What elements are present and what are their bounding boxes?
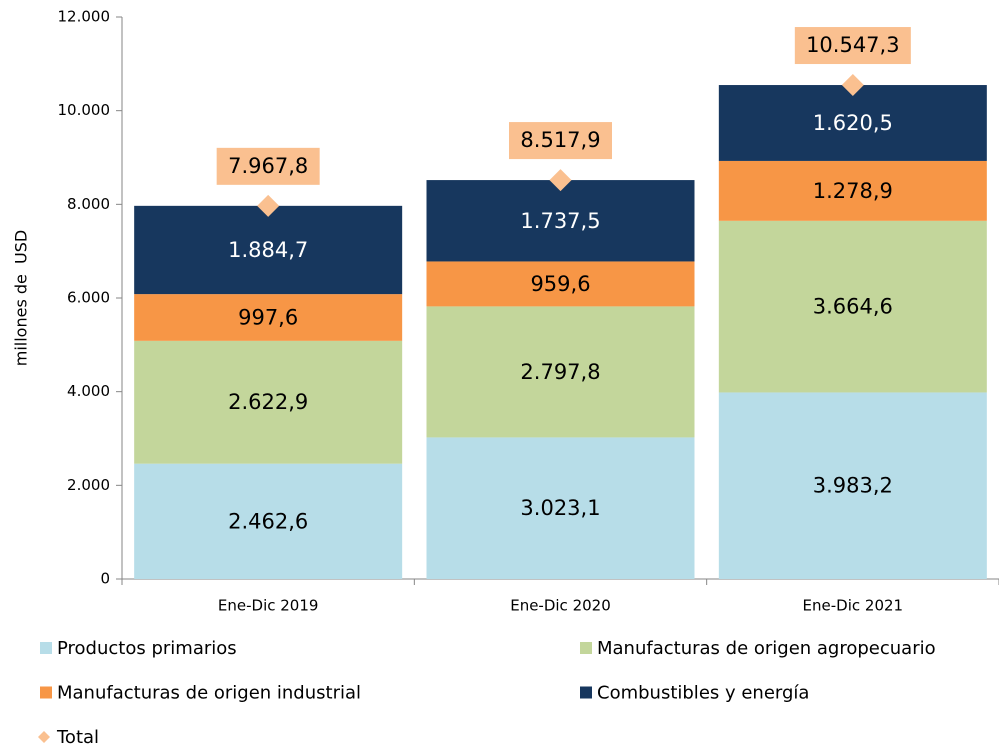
legend-swatch: [580, 642, 592, 654]
y-tick-label: 4.000: [67, 382, 110, 400]
y-tick-label: 0: [100, 570, 110, 588]
bar-segment: [426, 261, 695, 307]
bar-label: 1.620,5: [813, 111, 893, 135]
x-tick-label: Ene-Dic 2019: [218, 597, 319, 615]
total-label-box: [509, 122, 612, 160]
bar-label: 997,6: [238, 305, 298, 329]
bar-label: 3.983,2: [813, 474, 893, 498]
bar-label: 1.884,7: [228, 238, 308, 262]
x-tick-label: Ene-Dic 2020: [510, 597, 611, 615]
legend-swatch: [40, 686, 52, 699]
bar-segment: [718, 220, 987, 393]
y-axis-label: millones de USD: [12, 230, 31, 366]
bar-label: 2.622,9: [228, 390, 308, 414]
total-label: 8.517,9: [520, 128, 600, 152]
bar-segment: [134, 463, 403, 579]
bar-label: 3.023,1: [520, 496, 600, 520]
legend-label: Combustibles y energía: [597, 683, 809, 704]
bar-segment: [134, 340, 403, 464]
bar-segment: [426, 306, 695, 438]
bar-label: 2.797,8: [520, 360, 600, 384]
y-tick-label: 12.000: [58, 8, 111, 26]
legend-swatch: [580, 686, 592, 699]
legend-marker: [38, 731, 50, 743]
y-tick-label: 6.000: [67, 289, 110, 307]
total-label-box: [216, 147, 320, 185]
y-tick-label: 2.000: [67, 476, 110, 494]
bar-segment: [134, 205, 403, 295]
legend-label: Total: [56, 727, 99, 748]
bar-segment: [718, 160, 987, 221]
total-marker: [257, 194, 280, 217]
total-marker: [549, 169, 572, 192]
legend-label: Manufacturas de origen agropecuario: [597, 638, 936, 659]
legend-swatch: [40, 642, 52, 654]
total-label: 10.547,3: [806, 33, 900, 57]
total-marker: [841, 74, 864, 97]
legend-label: Manufacturas de origen industrial: [57, 683, 361, 704]
bar-label: 1.278,9: [813, 179, 893, 203]
y-tick-label: 10.000: [58, 101, 111, 119]
bar-label: 1.737,5: [520, 209, 600, 233]
y-tick-label: 8.000: [67, 195, 110, 213]
bar-segment: [718, 85, 987, 161]
x-tick-label: Ene-Dic 2021: [803, 597, 904, 615]
bar-label: 3.664,6: [813, 295, 893, 319]
bar-segment: [426, 437, 695, 579]
bar-segment: [718, 392, 987, 579]
bar-label: 2.462,6: [228, 509, 308, 533]
total-label: 7.967,8: [228, 154, 308, 178]
bar-label: 959,6: [530, 272, 590, 296]
total-label-box: [794, 27, 911, 65]
legend-label: Productos primarios: [57, 638, 237, 659]
bar-segment: [134, 294, 403, 341]
bar-segment: [426, 180, 695, 262]
